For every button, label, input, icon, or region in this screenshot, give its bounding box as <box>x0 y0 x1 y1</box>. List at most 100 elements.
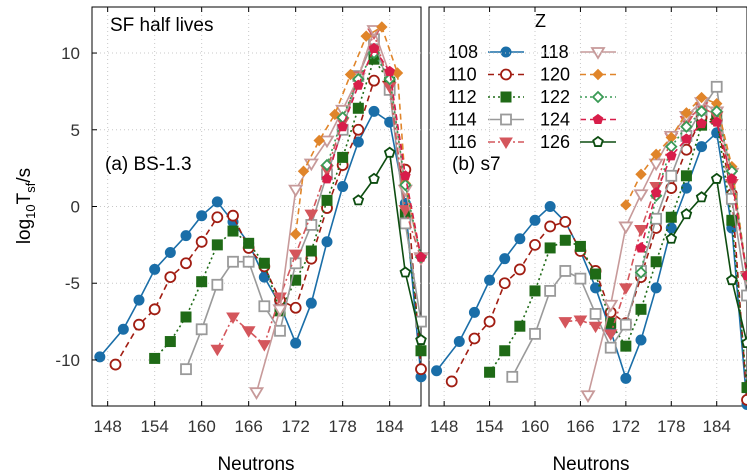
point-z108-n160 <box>529 214 541 226</box>
point-z126-n180 <box>680 208 693 220</box>
point-z112-n180 <box>680 170 692 182</box>
point-z122-n180 <box>680 120 693 133</box>
panel-a-series <box>94 21 429 400</box>
legend-label: 122 <box>540 87 570 107</box>
point-z108-n182 <box>368 105 380 117</box>
point-z112-n156 <box>164 336 176 348</box>
point-z116-n186 <box>398 205 413 217</box>
point-z108-n156 <box>499 253 511 265</box>
point-z116-n168 <box>588 321 603 334</box>
point-z126-n186 <box>399 266 412 278</box>
point-z112-n176 <box>321 194 333 206</box>
point-z110-n162 <box>544 220 557 233</box>
series-z124-b <box>635 116 747 281</box>
series-line-z114 <box>511 84 747 378</box>
legend-label: 120 <box>540 65 570 85</box>
point-z110-n180 <box>352 123 365 136</box>
panel-a-y-ticks: -10 -5 0 5 10 <box>55 44 97 370</box>
point-z116-n170 <box>603 329 618 341</box>
point-z112-n166 <box>574 240 586 252</box>
x-tick-label: 184 <box>375 417 403 436</box>
point-z124-n178 <box>337 121 349 132</box>
point-z124-n186 <box>399 170 411 181</box>
panel-b-x-ticks: 148 154 160 166 172 178 184 <box>430 7 731 436</box>
point-z122-n182 <box>695 105 708 118</box>
point-z108-n162 <box>211 196 223 208</box>
point-z108-n150 <box>117 323 129 335</box>
point-z110-n149 <box>445 375 458 388</box>
point-z108-n158 <box>180 230 192 242</box>
panel-a: 148 154 160 166 172 178 184 -10 -5 0 5 10 SF half … <box>55 6 624 475</box>
series-line-z112 <box>154 57 422 359</box>
point-z112-n158 <box>180 311 192 323</box>
point-z120-n175 <box>313 134 325 147</box>
point-z112-n164 <box>559 234 571 246</box>
x-tick-label: 160 <box>521 417 549 436</box>
point-z116-n166 <box>241 326 256 338</box>
x-tick-label: 172 <box>612 417 640 436</box>
point-z126-n184 <box>383 146 396 158</box>
point-z112-n154 <box>149 352 161 364</box>
point-z110-n156 <box>498 277 511 290</box>
point-z114-n172 <box>619 318 632 331</box>
point-z112-n168 <box>258 257 270 269</box>
point-z114-n160 <box>529 327 541 340</box>
point-z114-n176 <box>650 212 663 225</box>
point-z116-n174 <box>634 225 648 237</box>
series-line-z124 <box>640 121 747 276</box>
point-z114-n186 <box>399 217 412 230</box>
point-z120-n182 <box>695 91 708 104</box>
point-z118-n172 <box>618 221 634 235</box>
point-z112-n172 <box>290 274 302 286</box>
point-z124-n180 <box>681 133 692 144</box>
point-z110-n156 <box>164 271 177 283</box>
legend-item-z126: 126 <box>540 132 616 152</box>
point-z108-n176 <box>321 236 333 248</box>
x-tick-label: 178 <box>657 417 685 436</box>
legend-marker <box>592 113 604 125</box>
point-z116-n172 <box>618 283 633 295</box>
x-tick-label: 178 <box>328 417 356 436</box>
point-z118-n167 <box>580 390 596 404</box>
series-line-z118 <box>255 27 422 393</box>
x-tick-label: 154 <box>475 417 503 436</box>
legend-label: 116 <box>448 132 477 152</box>
point-z112-n174 <box>305 245 317 257</box>
point-z126-n186 <box>726 274 738 286</box>
legend-marker <box>592 135 604 147</box>
point-z118-n170 <box>603 299 619 313</box>
point-z112-n162 <box>544 242 556 254</box>
point-z110-n188 <box>415 363 427 376</box>
point-z114-n168 <box>258 300 271 313</box>
point-z114-n188 <box>741 289 747 302</box>
point-z110-n149 <box>109 358 122 371</box>
legend-marker <box>500 46 512 58</box>
point-z108-n178 <box>337 181 349 193</box>
panel-a-grid <box>92 7 421 406</box>
series-z108-a <box>94 105 427 383</box>
legend-label: 110 <box>448 65 477 85</box>
point-z120-n179 <box>344 68 357 81</box>
point-z112-n164 <box>227 225 239 237</box>
point-z112-n188 <box>415 345 427 357</box>
x-axis-label-b: Neutrons <box>552 454 629 475</box>
point-z114-n178 <box>665 169 678 182</box>
point-z110-n172 <box>289 301 302 314</box>
point-z108-n150 <box>453 336 465 348</box>
point-z112-n178 <box>665 211 677 223</box>
point-z124-n182 <box>368 42 380 53</box>
point-z116-n164 <box>558 317 573 329</box>
legend-marker <box>499 137 513 149</box>
point-z108-n172 <box>620 372 632 384</box>
series-z112-b <box>484 113 747 394</box>
point-z116-n172 <box>288 249 303 262</box>
point-z124-n182 <box>696 118 707 129</box>
point-z112-n188 <box>741 382 747 394</box>
point-z114-n174 <box>305 219 318 231</box>
point-z114-n164 <box>227 255 239 268</box>
point-z110-n182 <box>368 74 380 87</box>
point-z110-n154 <box>483 315 496 328</box>
panel-b-series <box>431 80 747 410</box>
point-z114-n186 <box>725 192 738 205</box>
